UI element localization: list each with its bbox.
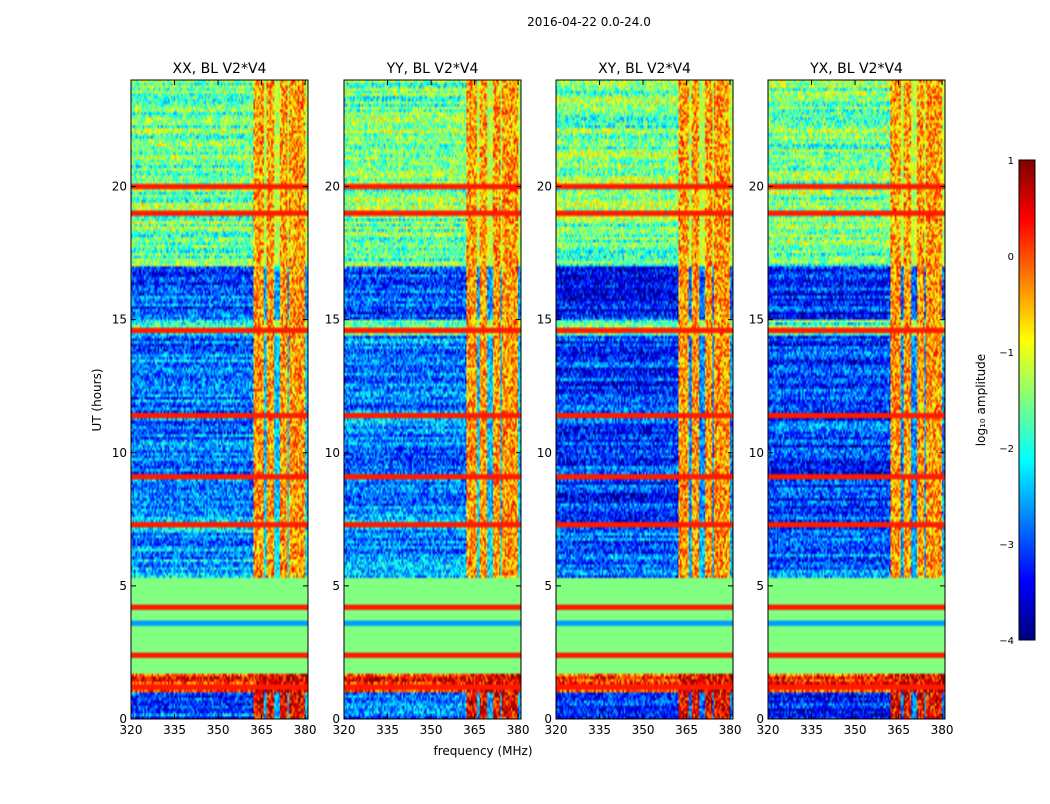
spectrogram-image xyxy=(768,80,945,719)
y-tick-label: 5 xyxy=(119,579,127,593)
panel-frame xyxy=(343,79,522,720)
y-tick-label: 20 xyxy=(537,180,552,194)
spectrogram-image xyxy=(556,80,733,719)
x-tick-label: 380 xyxy=(719,723,742,737)
x-tick-label: 365 xyxy=(250,723,273,737)
colorbar-tick-label: 0 xyxy=(1008,252,1014,263)
colorbar-tick-label: −3 xyxy=(999,540,1014,551)
x-tick-label: 350 xyxy=(632,723,655,737)
panel-yy: YY, BL V2*V4 320 335 350 365 380 0 5 10 15 20 xyxy=(325,61,530,737)
y-axis-label: UT (hours) xyxy=(90,368,104,431)
y-tick-label: 0 xyxy=(332,712,340,726)
y-tick-label: 10 xyxy=(749,446,764,460)
y-tick-label: 15 xyxy=(749,313,764,327)
x-axis-label: frequency (MHz) xyxy=(433,744,532,758)
y-tick-label: 10 xyxy=(325,446,340,460)
y-tick-label: 20 xyxy=(749,180,764,194)
x-tick-label: 320 xyxy=(333,723,356,737)
panel-frame xyxy=(555,79,734,720)
colorbar-gradient xyxy=(1018,159,1036,641)
x-tick-label: 335 xyxy=(588,723,611,737)
x-tick-label: 365 xyxy=(463,723,486,737)
x-tick-label: 335 xyxy=(163,723,186,737)
y-tick-label: 5 xyxy=(332,579,340,593)
x-tick-label: 365 xyxy=(887,723,910,737)
y-tick-label: 5 xyxy=(544,579,552,593)
y-tick-label: 15 xyxy=(325,313,340,327)
panel-xy: XY, BL V2*V4 320 335 350 365 380 0 5 10 15 20 xyxy=(537,61,742,737)
x-tick-label: 350 xyxy=(420,723,443,737)
colorbar-tick-label: −4 xyxy=(999,636,1014,647)
y-tick-label: 15 xyxy=(537,313,552,327)
x-tick-label: 350 xyxy=(207,723,230,737)
y-tick-label: 0 xyxy=(544,712,552,726)
x-tick-label: 320 xyxy=(545,723,568,737)
spectrogram-image xyxy=(344,80,521,719)
colorbar-label: log₁₀ amplitude xyxy=(974,354,988,446)
panel-title: XY, BL V2*V4 xyxy=(598,61,691,77)
colorbar-tick-label: −2 xyxy=(999,444,1014,455)
panel-frame xyxy=(130,79,309,720)
y-tick-label: 10 xyxy=(537,446,552,460)
colorbar-tick-label: −1 xyxy=(999,348,1014,359)
panel-frame xyxy=(767,79,946,720)
panel-title: YX, BL V2*V4 xyxy=(809,61,903,77)
x-tick-label: 380 xyxy=(507,723,530,737)
y-tick-label: 15 xyxy=(112,313,127,327)
x-tick-label: 350 xyxy=(844,723,867,737)
y-tick-label: 20 xyxy=(112,180,127,194)
figure-title: 2016-04-22 0.0-24.0 xyxy=(527,15,651,29)
x-tick-label: 365 xyxy=(675,723,698,737)
panel-title: YY, BL V2*V4 xyxy=(386,61,479,77)
colorbar: 1 0 −1 −2 −3 −4 log₁₀ amplitude xyxy=(974,156,1036,647)
y-tick-label: 5 xyxy=(756,579,764,593)
x-tick-label: 320 xyxy=(120,723,143,737)
x-tick-label: 335 xyxy=(800,723,823,737)
y-tick-label: 10 xyxy=(112,446,127,460)
y-tick-label: 0 xyxy=(119,712,127,726)
x-tick-label: 380 xyxy=(294,723,317,737)
colorbar-tick-label: 1 xyxy=(1008,156,1014,167)
x-tick-label: 380 xyxy=(931,723,954,737)
panel-yx: YX, BL V2*V4 320 335 350 365 380 0 5 10 15 20 xyxy=(749,61,954,737)
y-tick-label: 20 xyxy=(325,180,340,194)
y-tick-label: 0 xyxy=(756,712,764,726)
spectrogram-image xyxy=(131,80,308,719)
panel-xx: XX, BL V2*V4 320 335 350 365 380 0 5 10 15 20 xyxy=(112,61,317,737)
x-tick-label: 335 xyxy=(376,723,399,737)
panel-title: XX, BL V2*V4 xyxy=(173,61,267,77)
x-tick-label: 320 xyxy=(757,723,780,737)
